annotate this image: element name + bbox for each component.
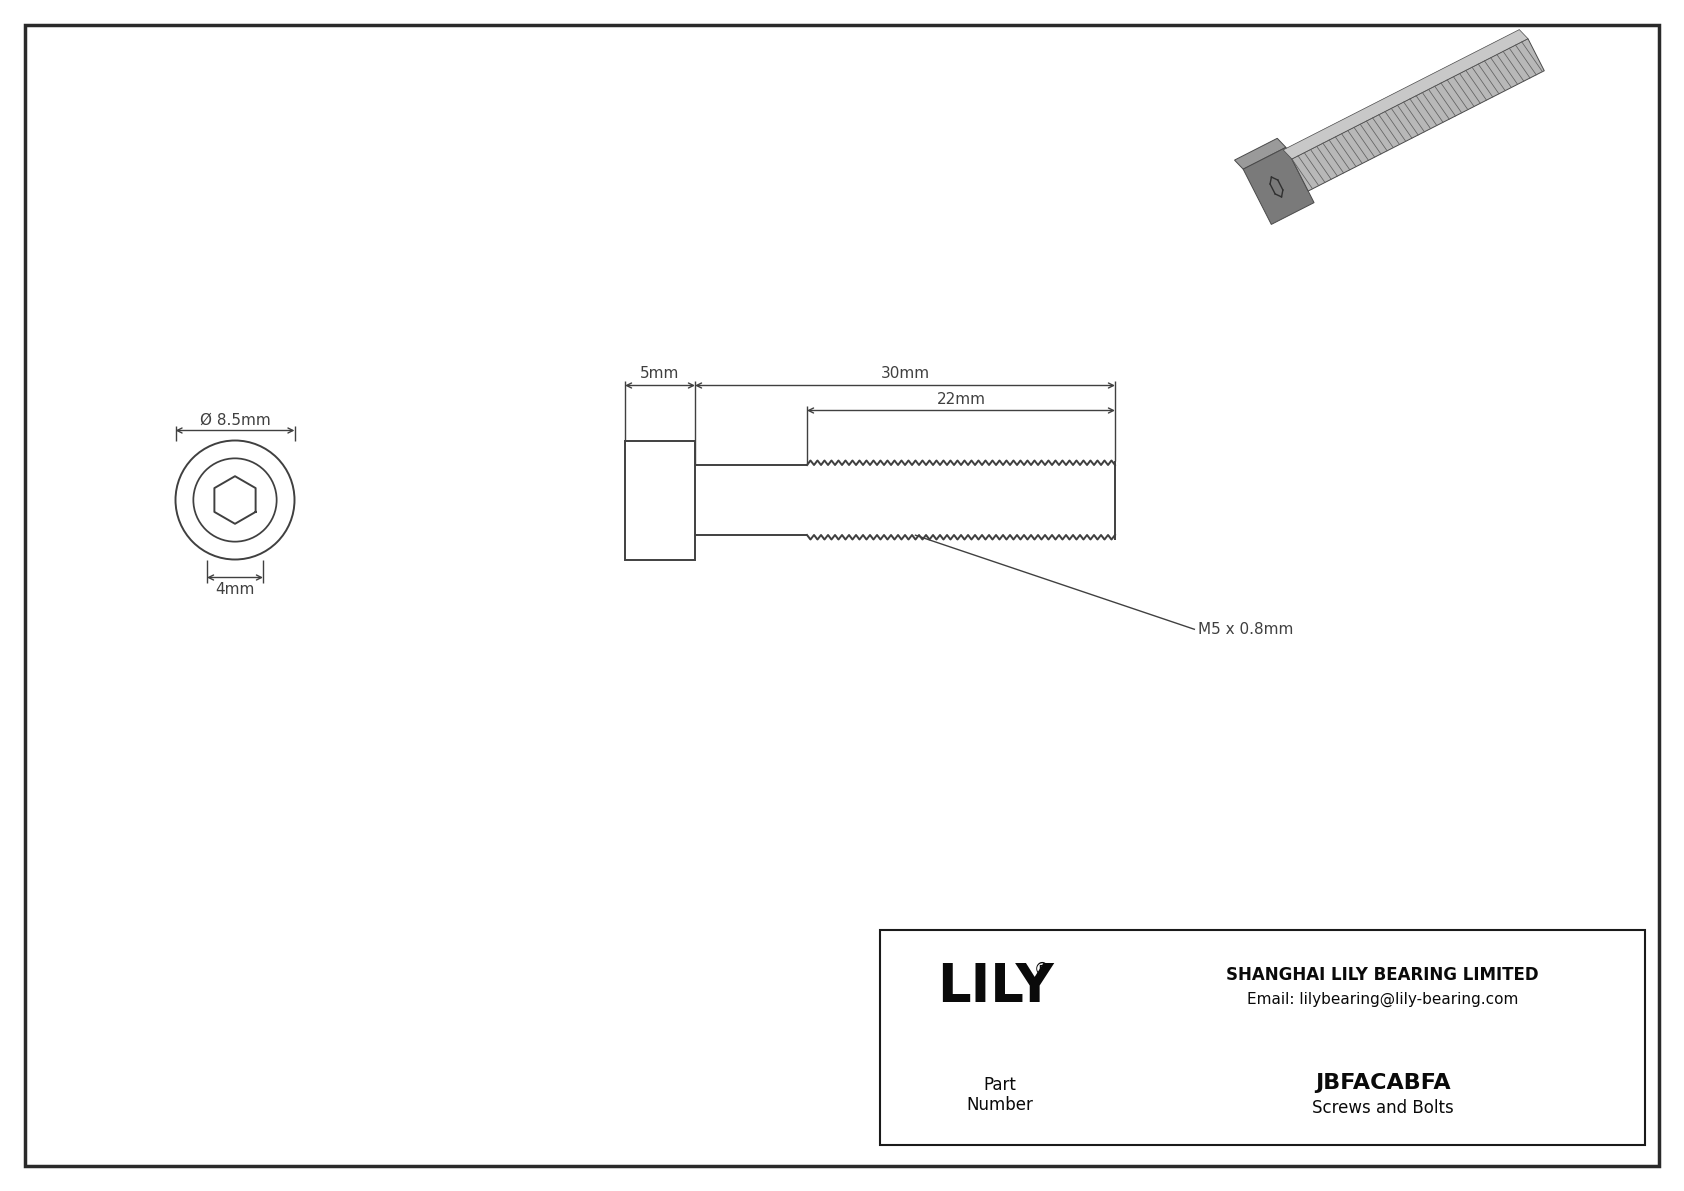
Text: Email: lilybearing@lily-bearing.com: Email: lilybearing@lily-bearing.com [1246,992,1519,1008]
Text: Part
Number: Part Number [967,1075,1034,1115]
Text: JBFACABFA: JBFACABFA [1315,1073,1450,1093]
Polygon shape [1234,138,1287,169]
Text: 22mm: 22mm [936,392,985,406]
Text: 5mm: 5mm [640,367,680,381]
Circle shape [194,459,276,542]
Text: ®: ® [1034,960,1051,979]
Text: SHANGHAI LILY BEARING LIMITED: SHANGHAI LILY BEARING LIMITED [1226,967,1539,985]
Polygon shape [1243,148,1314,224]
Bar [881,930,1645,1145]
Text: 4mm: 4mm [216,581,254,597]
Text: LILY: LILY [936,961,1054,1014]
Bar [625,441,695,560]
Text: 30mm: 30mm [881,367,930,381]
Text: Screws and Bolts: Screws and Bolts [1312,1099,1453,1117]
Circle shape [175,441,295,560]
Text: M5 x 0.8mm: M5 x 0.8mm [1197,622,1293,637]
Text: Ø 8.5mm: Ø 8.5mm [200,412,271,428]
Polygon shape [1292,38,1544,191]
Polygon shape [1283,30,1527,158]
